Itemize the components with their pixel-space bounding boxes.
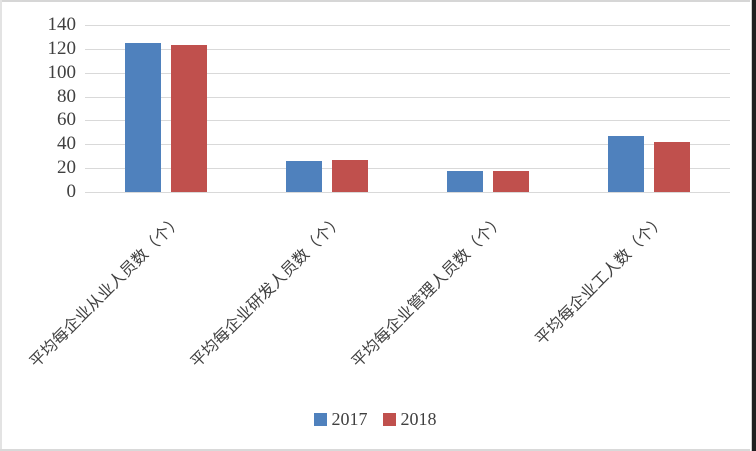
bar-2017-category-0: [124, 42, 161, 192]
gridline: [85, 25, 730, 26]
y-axis-tick-label: 140: [47, 14, 77, 35]
left-border: [0, 0, 2, 451]
bottom-border: [0, 449, 756, 451]
bar-2017-category-3: [608, 135, 645, 192]
category-axis-label: 平均每企业管理人员数（个）: [349, 212, 509, 372]
gridline: [85, 144, 730, 146]
legend-label: 2018: [400, 409, 437, 429]
bar-2017-category-1: [285, 160, 322, 192]
bar-2017-category-2: [447, 170, 484, 192]
bar-2018-category-3: [654, 141, 691, 192]
gridline: [85, 96, 730, 98]
category-axis-label: 平均每企业从业人员数（个）: [26, 212, 186, 372]
bar-2018-category-1: [331, 159, 368, 192]
y-axis-tick-label: 120: [47, 37, 77, 59]
y-axis-tick-label: 40: [57, 133, 76, 155]
bar-2018-category-0: [170, 45, 207, 192]
legend-label: 2017: [331, 409, 368, 429]
legend-swatch-icon: [382, 413, 396, 426]
bar-2018-category-2: [493, 170, 530, 192]
gridline: [85, 48, 730, 50]
legend: 2017 2018: [0, 409, 750, 430]
y-axis-tick-label: 0: [66, 181, 77, 202]
y-axis-tick-label: 60: [57, 109, 76, 131]
gridline: [85, 168, 730, 170]
y-axis-tick-label: 80: [57, 85, 76, 107]
legend-swatch-icon: [313, 413, 327, 426]
category-axis-label: 平均每企业工人数（个）: [532, 212, 670, 349]
category-axis-label: 平均每企业研发人员数（个）: [187, 212, 347, 372]
legend-item-2018: 2018: [382, 409, 437, 430]
y-axis-tick-label: 20: [57, 157, 76, 179]
gridline: [85, 72, 730, 74]
top-border: [0, 0, 756, 2]
y-axis-tick-label: 100: [47, 61, 77, 83]
legend-item-2017: 2017: [313, 409, 368, 430]
right-window-border: [750, 0, 756, 451]
gridline: [85, 120, 730, 122]
gridline: [85, 192, 730, 193]
